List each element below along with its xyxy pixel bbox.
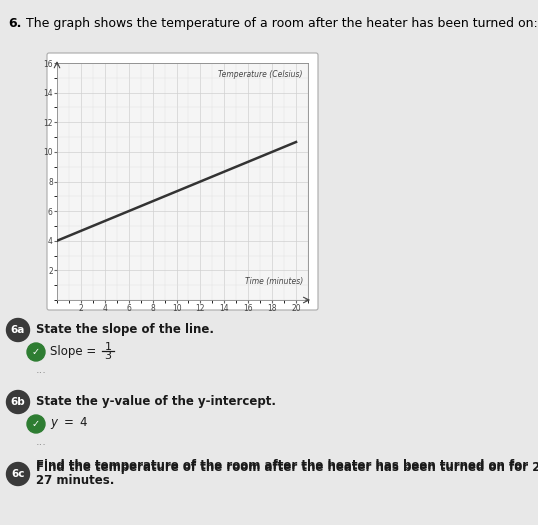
Text: $y\ =\ 4$: $y\ =\ 4$ (50, 415, 88, 431)
Text: 6b: 6b (11, 397, 25, 407)
Text: 1: 1 (104, 342, 111, 352)
Circle shape (27, 415, 45, 433)
Text: 3: 3 (104, 351, 111, 361)
Text: Slope =: Slope = (50, 344, 100, 358)
Text: 6a: 6a (11, 325, 25, 335)
Circle shape (27, 343, 45, 361)
Text: Find the temperature of the room after the heater has been turned on for 27 minu: Find the temperature of the room after t… (36, 461, 538, 475)
Text: ✓: ✓ (32, 418, 40, 428)
Text: Find the temperature of the room after the heater has been turned on for 27 minu: Find the temperature of the room after t… (36, 459, 528, 487)
Text: Time (minutes): Time (minutes) (245, 277, 303, 286)
Text: The graph shows the temperature of a room after the heater has been turned on:: The graph shows the temperature of a roo… (26, 17, 538, 30)
Text: 6.: 6. (8, 17, 22, 30)
Circle shape (6, 463, 30, 486)
Text: ✓: ✓ (32, 346, 40, 356)
FancyBboxPatch shape (47, 53, 318, 310)
Text: State the slope of the line.: State the slope of the line. (36, 322, 214, 335)
Circle shape (6, 319, 30, 341)
Text: ...: ... (36, 365, 47, 375)
Text: Temperature (Celsius): Temperature (Celsius) (218, 70, 303, 79)
Text: 6c: 6c (11, 469, 25, 479)
Text: State the y-value of the y-intercept.: State the y-value of the y-intercept. (36, 394, 276, 407)
Text: ...: ... (36, 437, 47, 447)
Circle shape (6, 391, 30, 414)
